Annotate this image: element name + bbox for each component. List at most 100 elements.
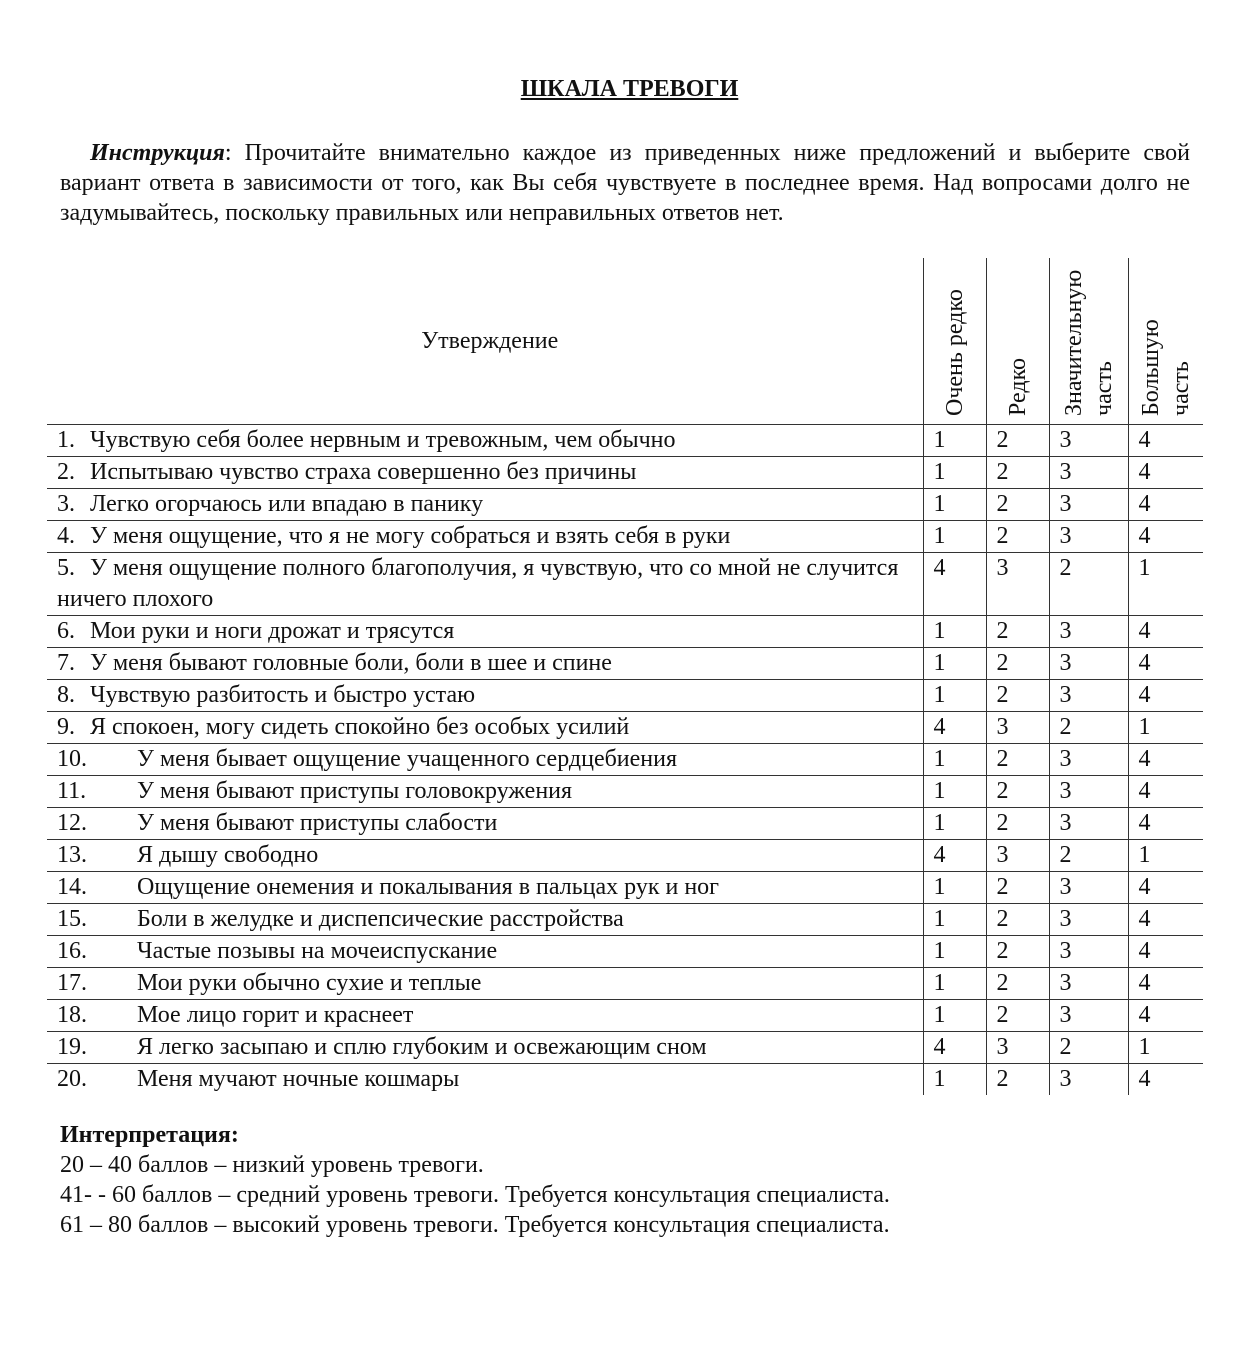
statement-cell: 20. Меня мучают ночные кошмары (47, 1064, 923, 1096)
score-cell: 3 (1048, 679, 1128, 712)
item-number: 11. (57, 778, 87, 804)
score-cell: 4 (1127, 807, 1203, 840)
item-text: Частые позывы на мочеиспускание (137, 938, 498, 964)
header-cell: Утверждение (421, 327, 559, 354)
item-text: У меня ощущение, что я не могу собраться… (90, 523, 731, 549)
statement-cell: 15. Боли в желудке и диспепсические расст… (47, 903, 923, 936)
score-cell: 3 (1048, 424, 1128, 457)
item-number: 6. (57, 618, 75, 644)
score-cell: 4 (1127, 1063, 1203, 1095)
table-row: 20. Меня мучают ночные кошмары 1 2 3 4 (47, 1063, 1203, 1096)
item-text: Мои руки обычно сухие и теплые (137, 970, 482, 996)
score-cell: 4 (1127, 903, 1203, 936)
item-number: 4. (57, 523, 75, 549)
score-cell: 1 (922, 615, 986, 648)
score-cell: 1 (1127, 552, 1203, 616)
item-number: 12. (57, 810, 87, 836)
item-text: Мое лицо горит и краснеет (137, 1002, 414, 1028)
score-cell: 2 (985, 743, 1049, 776)
item-number: 2. (57, 459, 75, 485)
score-cell: 3 (1048, 807, 1128, 840)
score-cell: 3 (985, 552, 1049, 616)
statement-cell: 4. У меня ощущение, что я не могу собрать… (47, 520, 923, 553)
score-cell: 2 (1048, 552, 1128, 616)
score-cell: 2 (985, 775, 1049, 808)
statement-cell: 14. Ощущение онемения и покалывания в пал… (47, 871, 923, 904)
table-row: 1. Чувствую себя более нервным и тревожны… (47, 424, 1203, 457)
item-number: 3. (57, 491, 75, 517)
item-text: Боли в желудке и диспепсические расстрой… (137, 906, 624, 932)
item-number: 19. (57, 1034, 87, 1060)
score-cell: 3 (1048, 935, 1128, 968)
item-text: У меня ощущение полного благополучия, я … (57, 555, 899, 612)
item-number: 5. (57, 555, 75, 581)
score-cell: 3 (1048, 520, 1128, 553)
header-cell: Очень редко (922, 258, 986, 425)
item-text: Я спокоен, могу сидеть спокойно без особ… (90, 714, 630, 740)
table-body: 1. Чувствую себя более нервным и тревожны… (47, 424, 1203, 1096)
header-text: Редко (1004, 357, 1031, 416)
score-cell: 4 (1127, 679, 1203, 712)
score-cell: 1 (922, 871, 986, 904)
score-cell: 2 (985, 424, 1049, 457)
interpretation-line: 20 – 40 баллов – низкий уровень тревоги. (60, 1152, 484, 1178)
score-cell: 1 (922, 967, 986, 1000)
table-row: 10. У меня бывает ощущение учащенного сер… (47, 743, 1203, 776)
score-cell: 4 (922, 552, 986, 616)
score-cell: 2 (985, 647, 1049, 680)
instruction: Инструкция: Прочитайте внимательно каждо… (60, 138, 1190, 228)
score-cell: 1 (1127, 711, 1203, 744)
header-cell: Редко (985, 258, 1049, 425)
table-row: 9. Я спокоен, могу сидеть спокойно без ос… (47, 711, 1203, 744)
score-cell: 1 (922, 1063, 986, 1095)
header-text: Большую часть (1137, 319, 1194, 416)
score-cell: 1 (922, 424, 986, 457)
score-cell: 2 (985, 1063, 1049, 1095)
score-cell: 2 (985, 679, 1049, 712)
item-text: У меня бывают приступы головокружения (137, 778, 573, 804)
statement-cell: 6. Мои руки и ноги дрожат и трясутся (47, 615, 923, 648)
score-cell: 3 (985, 839, 1049, 872)
table-row: 7. У меня бывают головные боли, боли в ше… (47, 647, 1203, 680)
scale-table: Утверждение Очень редко Редко Значительную … (47, 258, 1203, 1095)
item-text: Меня мучают ночные кошмары (137, 1066, 460, 1092)
item-number: 13. (57, 842, 87, 868)
item-text: Я дышу свободно (137, 842, 319, 868)
item-text: Испытываю чувство страха совершенно без … (90, 459, 637, 485)
score-cell: 3 (1048, 456, 1128, 489)
item-number: 18. (57, 1002, 87, 1028)
score-cell: 3 (1048, 871, 1128, 904)
score-cell: 1 (922, 456, 986, 489)
score-cell: 4 (1127, 488, 1203, 521)
score-cell: 1 (922, 775, 986, 808)
title: ШКАЛА ТРЕВОГИ (520, 76, 739, 102)
score-cell: 1 (922, 807, 986, 840)
header-text: Значительную часть (1060, 269, 1117, 416)
item-number: 16. (57, 938, 87, 964)
score-cell: 2 (985, 520, 1049, 553)
score-cell: 2 (1048, 711, 1128, 744)
score-cell: 1 (1127, 839, 1203, 872)
statement-cell: 3. Легко огорчаюсь или впадаю в панику (47, 488, 923, 521)
table-row: 14. Ощущение онемения и покалывания в пал… (47, 871, 1203, 904)
header-cell: Большую часть (1127, 258, 1203, 425)
item-text: У меня бывают приступы слабости (137, 810, 498, 836)
score-cell: 4 (1127, 935, 1203, 968)
table-row: 11. У меня бывают приступы головокружения… (47, 775, 1203, 808)
item-number: 15. (57, 906, 87, 932)
score-cell: 2 (985, 807, 1049, 840)
item-text: У меня бывают головные боли, боли в шее … (90, 650, 612, 676)
score-cell: 4 (1127, 775, 1203, 808)
score-cell: 3 (1048, 903, 1128, 936)
score-cell: 2 (985, 999, 1049, 1032)
statement-cell: 16. Частые позывы на мочеиспускание (47, 935, 923, 968)
table-row: 5. У меня ощущение полного благополучия, … (47, 552, 1203, 616)
score-cell: 4 (1127, 647, 1203, 680)
table-row: 17. Мои руки обычно сухие и теплые 1 2 3 4 (47, 967, 1203, 1000)
score-cell: 4 (1127, 615, 1203, 648)
statement-cell: 12. У меня бывают приступы слабости (47, 807, 923, 840)
instruction-label: Инструкция (90, 140, 225, 166)
table-row: 19. Я легко засыпаю и сплю глубоким и осв… (47, 1031, 1203, 1064)
score-cell: 3 (985, 711, 1049, 744)
item-text: Чувствую себя более нервным и тревожным,… (90, 427, 676, 453)
